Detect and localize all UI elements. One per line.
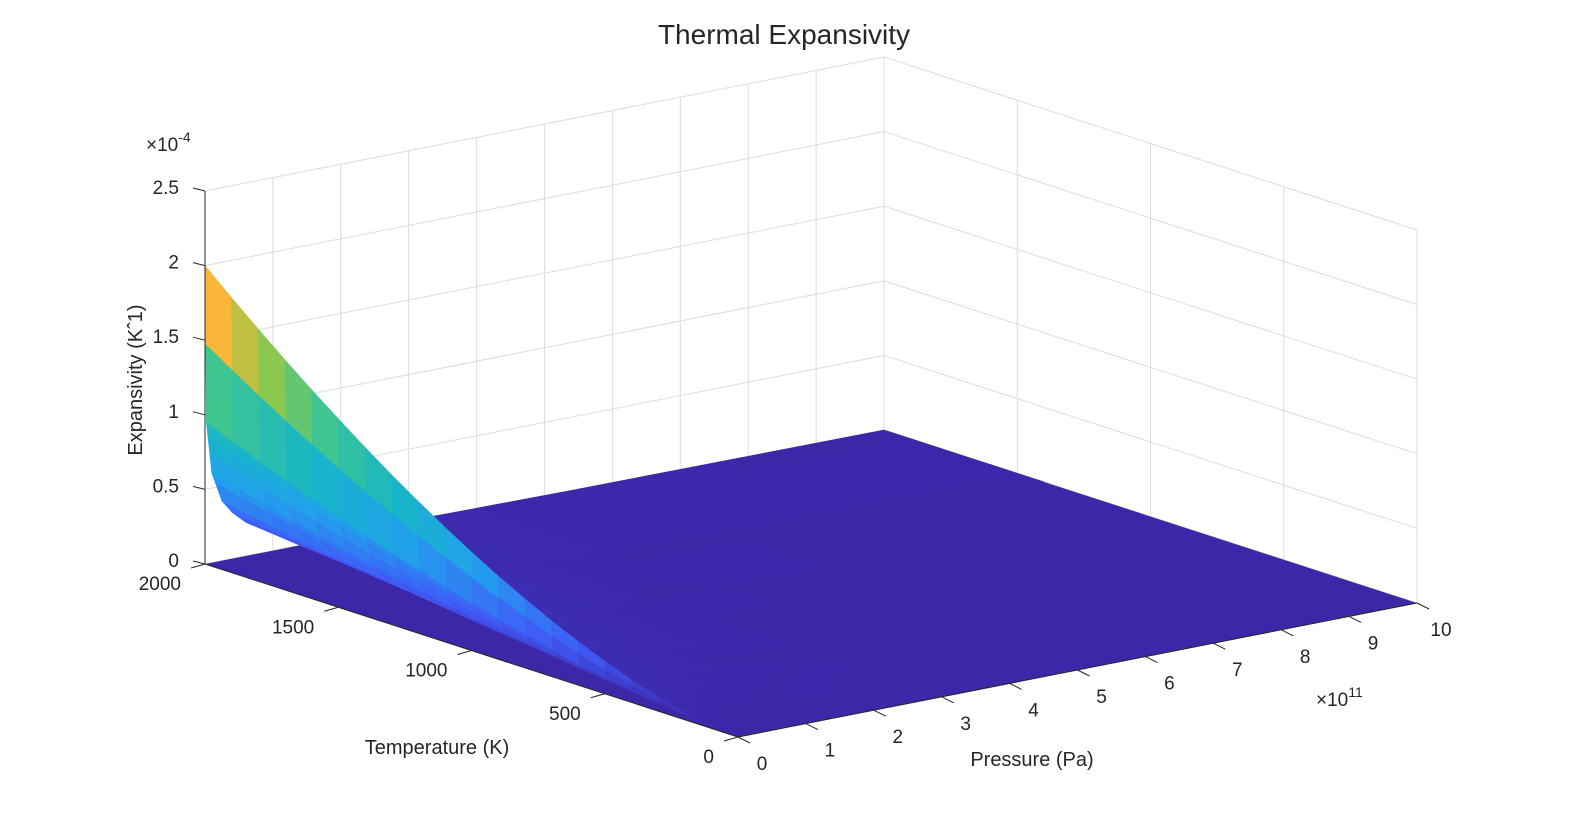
x-tick-label: 3 <box>960 714 971 735</box>
y-tick-label: 2000 <box>139 574 181 595</box>
z-axis-label: Expansivity (Kˆ1) <box>125 304 147 455</box>
y-tick <box>457 650 472 655</box>
chart-title: Thermal Expansivity <box>658 19 910 50</box>
z-tick-label: 1 <box>168 402 179 423</box>
grid-line <box>883 56 1418 231</box>
x-tick <box>873 709 887 717</box>
x-tick <box>1213 642 1226 650</box>
x-tick <box>1416 602 1430 610</box>
y-tick-label: 0 <box>703 747 714 768</box>
grid-line <box>883 131 1418 306</box>
z-tick <box>192 187 206 192</box>
x-tick-label: 0 <box>757 754 768 775</box>
y-tick <box>190 563 206 569</box>
x-tick <box>737 736 751 744</box>
x-tick-label: 9 <box>1368 633 1379 654</box>
y-tick-label: 1500 <box>272 617 314 638</box>
y-tick-label: 1000 <box>405 661 447 682</box>
z-exponent-label: ×10-4 <box>146 129 191 156</box>
grid-line <box>204 131 885 267</box>
x-exponent-label: ×1011 <box>1316 684 1363 711</box>
z-tick-label: 2 <box>168 253 179 274</box>
z-tick <box>192 411 206 416</box>
x-tick-label: 8 <box>1300 647 1311 668</box>
x-tick <box>941 696 954 704</box>
z-tick <box>192 485 206 490</box>
x-axis-label: Pressure (Pa) <box>970 749 1093 771</box>
x-tick-label: 10 <box>1430 620 1451 641</box>
z-tick <box>192 262 206 267</box>
x-tick <box>1145 656 1158 664</box>
surface-layer <box>204 264 1417 738</box>
x-tick <box>1280 629 1294 637</box>
y-tick <box>723 736 739 742</box>
z-tick-label: 0 <box>168 551 179 572</box>
grid-line <box>204 56 885 192</box>
x-tick <box>1348 615 1362 623</box>
x-tick <box>1009 682 1022 690</box>
z-tick-label: 0.5 <box>153 476 179 497</box>
z-tick-label: 2.5 <box>153 178 179 199</box>
y-axis-label: Temperature (K) <box>365 737 510 759</box>
z-tick <box>192 336 206 341</box>
grid-line <box>204 205 885 341</box>
y-tick <box>324 606 339 612</box>
grid-line <box>883 205 1418 380</box>
z-tick <box>192 560 206 565</box>
x-tick-label: 6 <box>1164 674 1175 695</box>
grid-line <box>883 280 1418 455</box>
x-tick-label: 1 <box>825 741 836 762</box>
z-tick-label: 1.5 <box>153 327 179 348</box>
x-tick-label: 7 <box>1232 660 1243 681</box>
grid-line <box>204 280 885 416</box>
x-tick-label: 4 <box>1028 700 1039 721</box>
y-tick-label: 500 <box>549 704 581 725</box>
grid-line <box>883 354 1418 529</box>
x-tick <box>805 723 819 731</box>
x-tick-label: 2 <box>893 727 904 748</box>
y-tick <box>590 693 605 699</box>
x-tick-label: 5 <box>1096 687 1107 708</box>
x-tick <box>1077 669 1090 677</box>
